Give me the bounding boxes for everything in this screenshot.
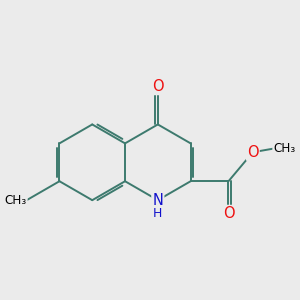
Text: H: H (153, 207, 163, 220)
Text: O: O (223, 206, 234, 221)
Text: CH₃: CH₃ (273, 142, 296, 155)
Text: O: O (152, 79, 164, 94)
Text: CH₃: CH₃ (4, 194, 27, 207)
Text: N: N (152, 193, 163, 208)
Text: O: O (247, 145, 259, 160)
